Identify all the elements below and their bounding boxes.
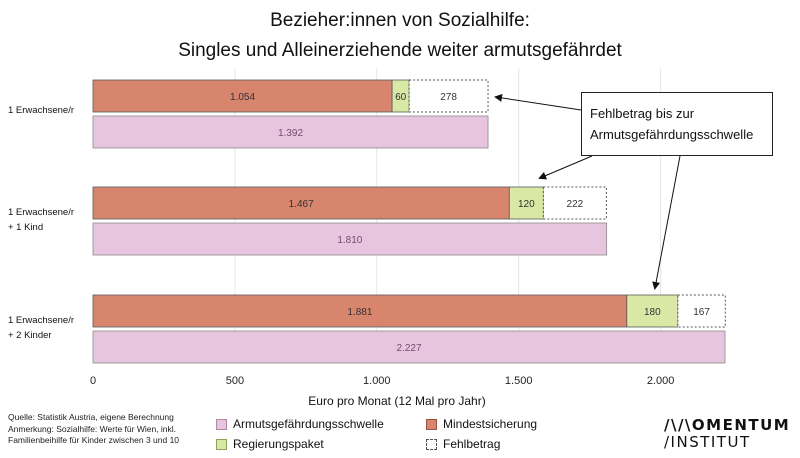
fehlbetrag-callout-box: Fehlbetrag bis zur Armutsgefährdungsschw… xyxy=(581,92,773,156)
bar-mindestsicherung-0 xyxy=(92,79,393,113)
bar-regierungspaket-2 xyxy=(626,294,679,328)
bar-armutsschwelle-0 xyxy=(92,115,489,149)
category-label-0-0: 1 Erwachsene/r xyxy=(8,105,74,116)
annotation-note-1: Anmerkung: Sozialhilfe: Werte für Wien, … xyxy=(8,423,177,434)
bar-fehlbetrag-1 xyxy=(542,186,607,220)
source-note: Quelle: Statistik Austria, eigene Berech… xyxy=(8,412,174,422)
callout-arrow-0 xyxy=(494,93,582,111)
callout-line-2: Armutsgefährdungsschwelle xyxy=(590,127,754,142)
chart-title: Bezieher:innen von Sozialhilfe: Singles … xyxy=(0,6,800,66)
label-mindestsicherung-0: 1.054 xyxy=(230,92,255,103)
logo-line-2: /INSTITUT xyxy=(664,433,751,451)
bar-armutsschwelle-1 xyxy=(92,222,608,256)
callout-line-1: Fehlbetrag bis zur xyxy=(590,106,695,121)
x-tick-label-1: 500 xyxy=(226,375,244,387)
momentum-institut-logo: /\/\OMENTUM /INSTITUT xyxy=(664,417,790,451)
callout-arrow-1 xyxy=(538,155,593,180)
x-tick-label-4: 2.000 xyxy=(647,375,675,387)
label-mindestsicherung-2: 1.881 xyxy=(347,307,372,318)
category-label-2-0: 1 Erwachsene/r xyxy=(8,315,74,326)
x-tick-label-3: 1.500 xyxy=(505,375,533,387)
label-regierungspaket-1: 120 xyxy=(518,199,535,210)
label-regierungspaket-2: 180 xyxy=(644,307,661,318)
logo-line-1: /\/\OMENTUM xyxy=(664,416,791,434)
label-armutsschwelle-2: 2.227 xyxy=(396,343,421,354)
annotation-note-2: Familienbeihilfe für Kinder zwischen 3 u… xyxy=(8,435,180,445)
chart-title-line-1: Bezieher:innen von Sozialhilfe: xyxy=(270,10,530,31)
bar-mindestsicherung-1 xyxy=(92,186,510,220)
callout-arrow-2 xyxy=(652,155,681,290)
label-mindestsicherung-1: 1.467 xyxy=(289,199,314,210)
label-regierungspaket-0: 60 xyxy=(395,92,407,103)
label-fehlbetrag-1: 222 xyxy=(567,199,584,210)
category-label-1-0: 1 Erwachsene/r xyxy=(8,207,74,218)
chart-title-line-2: Singles und Alleinerziehende weiter armu… xyxy=(178,40,622,61)
bar-mindestsicherung-2 xyxy=(92,294,628,328)
bar-fehlbetrag-2 xyxy=(677,294,726,328)
category-label-1-1: + 1 Kind xyxy=(8,222,43,233)
label-armutsschwelle-0: 1.392 xyxy=(278,128,303,139)
category-label-2-1: + 2 Kinder xyxy=(8,330,52,341)
x-tick-label-0: 0 xyxy=(90,375,96,387)
footer-notes: Quelle: Statistik Austria, eigene Berech… xyxy=(8,412,179,447)
label-fehlbetrag-0: 278 xyxy=(440,92,457,103)
bar-armutsschwelle-2 xyxy=(92,330,726,364)
label-armutsschwelle-1: 1.810 xyxy=(337,235,362,246)
label-fehlbetrag-2: 167 xyxy=(693,307,710,318)
x-axis-label: Euro pro Monat (12 Mal pro Jahr) xyxy=(308,394,485,408)
bar-fehlbetrag-0 xyxy=(408,79,489,113)
x-tick-label-2: 1.000 xyxy=(363,375,391,387)
